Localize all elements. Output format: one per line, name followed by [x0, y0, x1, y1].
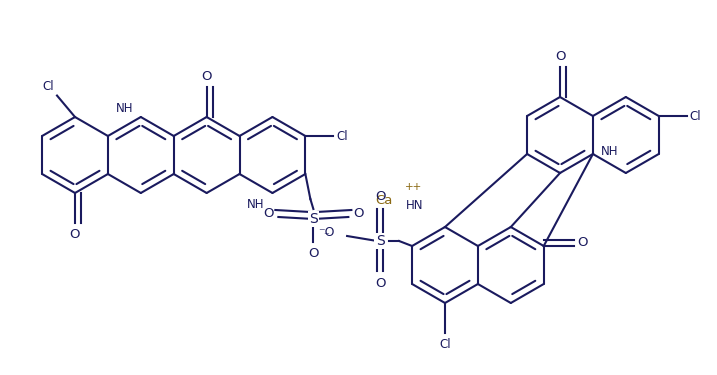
- Text: O: O: [308, 247, 318, 260]
- Text: O: O: [555, 50, 565, 63]
- Text: Cl: Cl: [42, 80, 54, 93]
- Text: O: O: [70, 228, 80, 241]
- Text: ⁻: ⁻: [323, 231, 329, 241]
- Text: O: O: [578, 237, 588, 249]
- Text: NH: NH: [601, 145, 618, 158]
- Text: O: O: [375, 190, 385, 203]
- Text: S: S: [309, 212, 318, 226]
- Text: Cl: Cl: [690, 110, 701, 123]
- Text: NH: NH: [247, 198, 265, 210]
- Text: O: O: [375, 277, 385, 290]
- Text: ++: ++: [405, 182, 422, 192]
- Text: Cl: Cl: [440, 338, 451, 351]
- Text: ⁻O: ⁻O: [318, 225, 335, 238]
- Text: Cl: Cl: [336, 129, 348, 142]
- Text: Ca: Ca: [375, 194, 392, 207]
- Text: O: O: [263, 207, 273, 219]
- Text: NH: NH: [115, 102, 133, 114]
- Text: O: O: [353, 207, 364, 219]
- Text: O: O: [201, 70, 212, 83]
- Text: HN: HN: [406, 199, 424, 212]
- Text: S: S: [376, 234, 384, 248]
